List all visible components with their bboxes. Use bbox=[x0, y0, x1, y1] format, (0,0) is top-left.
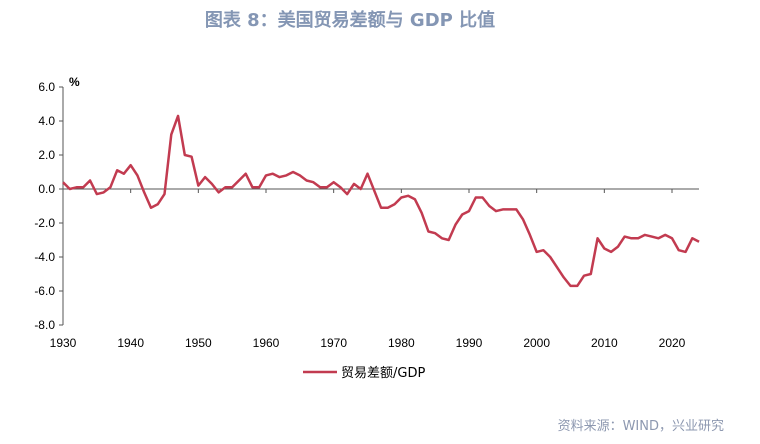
y-tick-label: -8.0 bbox=[34, 318, 55, 332]
y-tick-label: 4.0 bbox=[38, 114, 55, 128]
x-tick-label: 1980 bbox=[388, 336, 415, 350]
y-tick-label: 2.0 bbox=[38, 148, 55, 162]
series-line bbox=[62, 114, 700, 288]
legend-label: 贸易差额/GDP bbox=[341, 366, 425, 381]
y-tick-label: 0.0 bbox=[38, 182, 55, 196]
x-tick-label: 1950 bbox=[185, 336, 212, 350]
y-tick-label: -4.0 bbox=[34, 250, 55, 264]
y-tick-label: 6.0 bbox=[38, 80, 55, 94]
chart-title: 图表 8：美国贸易差额与 GDP 比值 bbox=[204, 10, 496, 31]
x-tick-label: 1990 bbox=[456, 336, 483, 350]
x-tick-label: 1930 bbox=[50, 336, 77, 350]
x-tick-label: 2020 bbox=[659, 336, 686, 350]
y-tick-label: -6.0 bbox=[34, 284, 55, 298]
y-tick-label: -2.0 bbox=[34, 216, 55, 230]
x-tick-label: 1960 bbox=[253, 336, 280, 350]
x-tick-label: 2010 bbox=[591, 336, 618, 350]
x-tick-label: 1940 bbox=[117, 336, 144, 350]
source-note: 资料来源：WIND，兴业研究 bbox=[557, 419, 724, 434]
y-axis-label: % bbox=[69, 75, 80, 89]
x-tick-label: 1970 bbox=[320, 336, 347, 350]
x-tick-label: 2000 bbox=[523, 336, 550, 350]
